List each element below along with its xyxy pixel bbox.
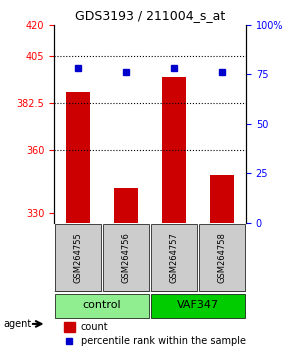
Text: control: control: [83, 301, 121, 310]
FancyBboxPatch shape: [199, 224, 245, 291]
FancyBboxPatch shape: [151, 294, 245, 318]
FancyBboxPatch shape: [55, 224, 101, 291]
Text: count: count: [81, 322, 109, 332]
Text: agent: agent: [3, 319, 31, 329]
Title: GDS3193 / 211004_s_at: GDS3193 / 211004_s_at: [75, 9, 225, 22]
Text: percentile rank within the sample: percentile rank within the sample: [81, 336, 246, 346]
Bar: [64, 322, 75, 332]
Bar: [162, 77, 186, 223]
FancyBboxPatch shape: [55, 294, 149, 318]
Bar: [66, 92, 90, 223]
FancyBboxPatch shape: [103, 224, 149, 291]
Bar: [210, 175, 234, 223]
Text: GSM264757: GSM264757: [169, 232, 178, 283]
Text: GSM264756: GSM264756: [122, 232, 130, 283]
Text: GSM264758: GSM264758: [218, 232, 226, 283]
FancyBboxPatch shape: [151, 224, 197, 291]
Text: VAF347: VAF347: [177, 301, 219, 310]
Text: GSM264755: GSM264755: [74, 232, 82, 283]
Bar: [114, 188, 138, 223]
